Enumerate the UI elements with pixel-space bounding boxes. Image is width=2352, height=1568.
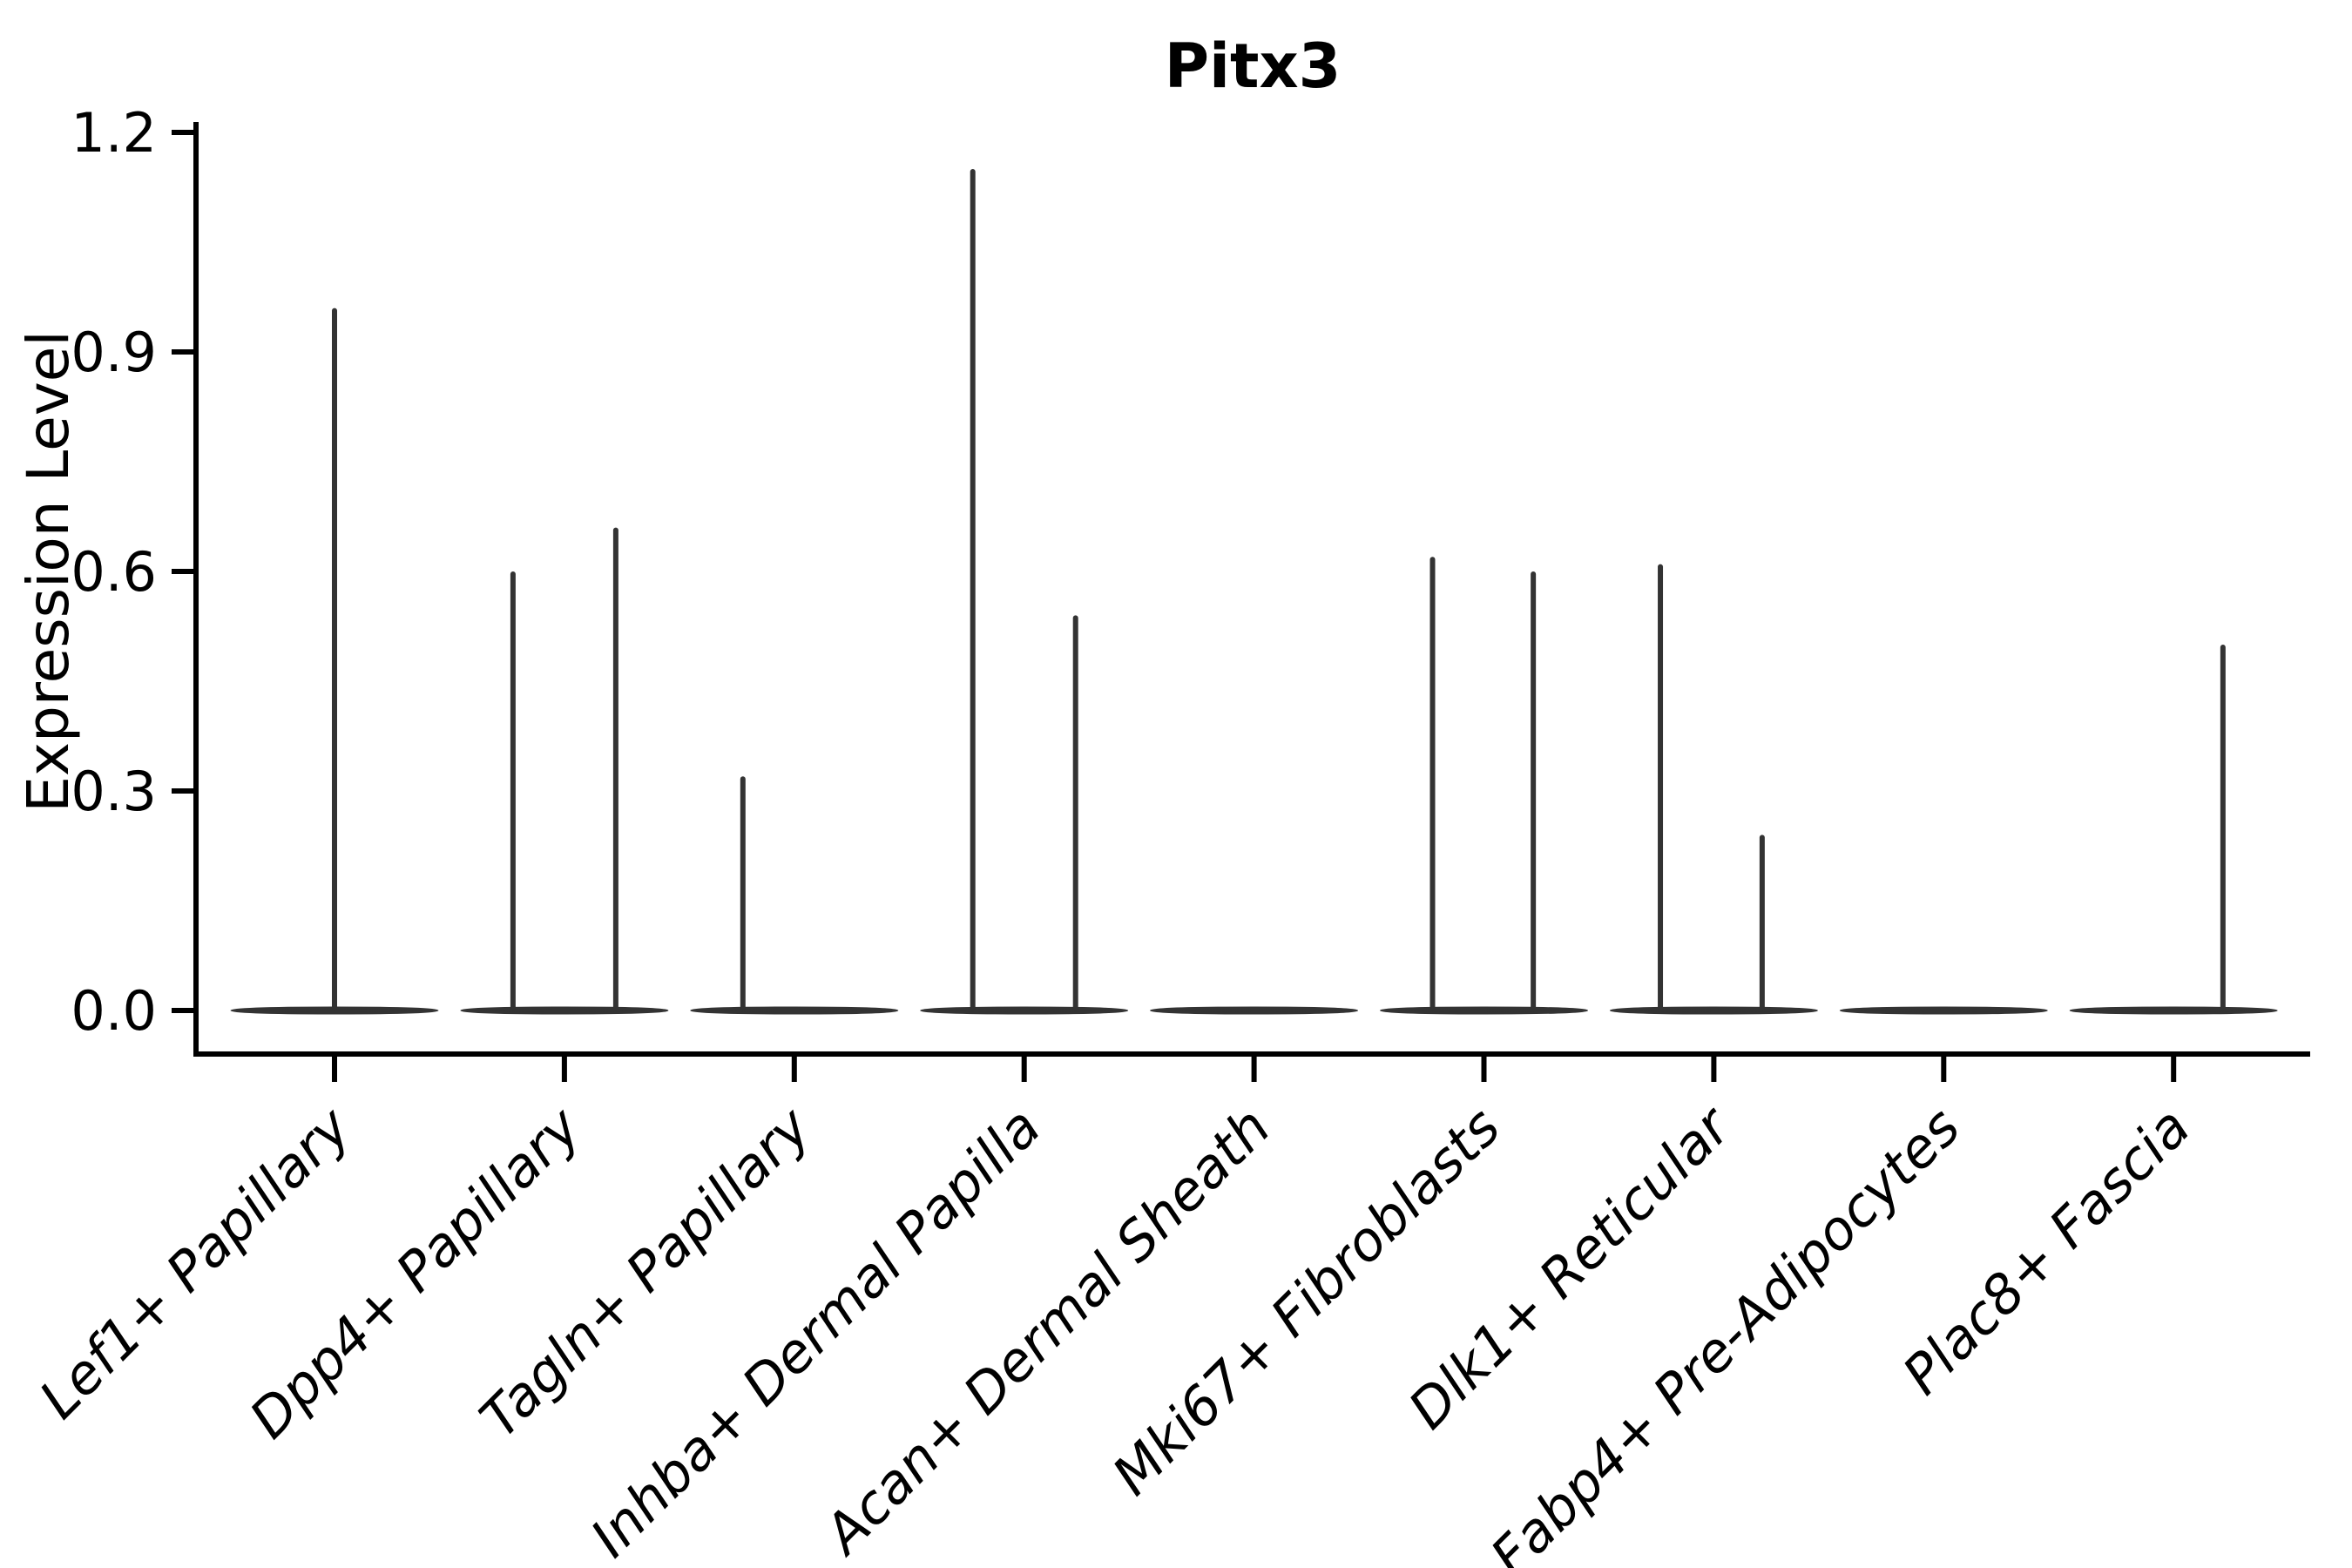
- y-axis-label: Expression Level: [15, 330, 82, 812]
- violin: [1380, 557, 1588, 1015]
- y-axis-ticks: 0.0 0.3 0.6 0.9 1.2: [71, 101, 196, 1043]
- x-tick-label: Mki67+ Fibroblasts: [1100, 1095, 1512, 1507]
- x-tick-label: Inhba+ Dermal Papilla: [578, 1095, 1052, 1568]
- y-tick-label: 0.9: [71, 321, 157, 384]
- violin-zero-body: [460, 1006, 669, 1015]
- y-tick-label: 0.6: [71, 540, 157, 604]
- violin-zero-body: [690, 1006, 899, 1015]
- x-tick-label: Fabp4+ Pre-Adipocytes: [1478, 1095, 1972, 1568]
- violin-zero-body: [1380, 1006, 1588, 1015]
- violin-zero-body: [920, 1006, 1129, 1015]
- y-tick-label: 0.0: [71, 979, 157, 1043]
- y-tick-label: 0.3: [71, 760, 157, 823]
- violin: [1150, 1006, 1359, 1015]
- violin-zero-body: [2069, 1006, 2278, 1015]
- violin-zero-body: [1609, 1006, 1818, 1015]
- violin: [460, 527, 669, 1015]
- violin: [920, 169, 1129, 1015]
- chart-title: Pitx3: [1165, 30, 1342, 102]
- violin: [1839, 1006, 2048, 1015]
- violin: [1609, 564, 1818, 1015]
- violin-zero-body: [1150, 1006, 1359, 1015]
- x-tick-label: Acan+ Dermal Sheath: [809, 1095, 1282, 1568]
- violins: [230, 169, 2278, 1015]
- violin: [690, 776, 899, 1015]
- y-tick-label: 1.2: [71, 101, 157, 165]
- violin: [2069, 645, 2278, 1015]
- violin: [230, 308, 439, 1015]
- violin-zero-body: [1839, 1006, 2048, 1015]
